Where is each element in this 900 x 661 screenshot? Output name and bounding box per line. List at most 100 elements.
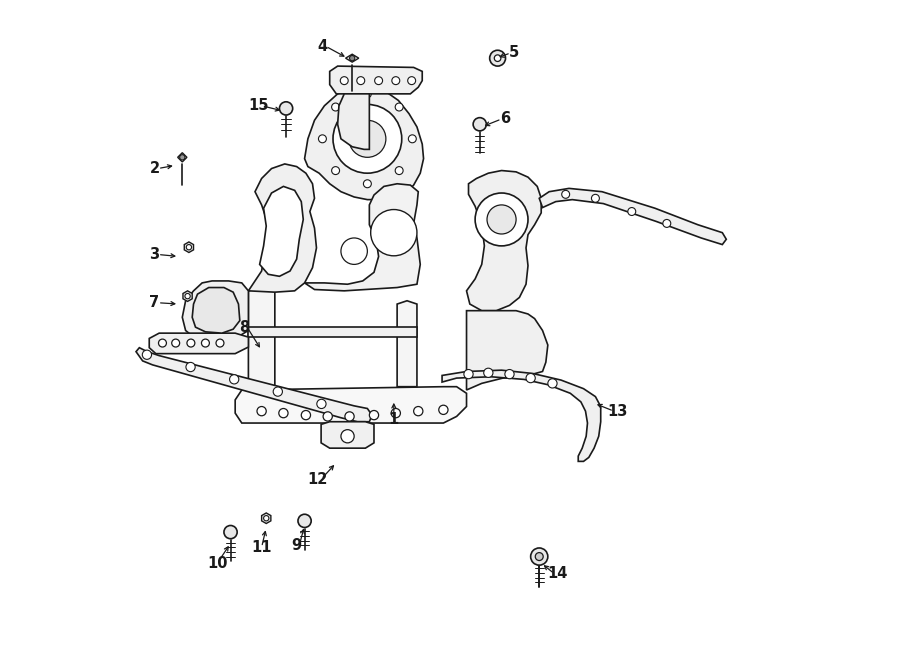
Polygon shape — [304, 184, 420, 291]
Text: 5: 5 — [509, 46, 519, 60]
Circle shape — [202, 339, 210, 347]
Circle shape — [371, 210, 417, 256]
Circle shape — [345, 412, 355, 421]
Circle shape — [414, 407, 423, 416]
Polygon shape — [184, 242, 194, 253]
Polygon shape — [262, 513, 271, 524]
Circle shape — [364, 90, 372, 98]
Circle shape — [392, 408, 400, 418]
Circle shape — [230, 375, 238, 384]
Text: 9: 9 — [291, 538, 301, 553]
Polygon shape — [248, 288, 274, 387]
Circle shape — [340, 77, 348, 85]
Circle shape — [536, 553, 544, 561]
Circle shape — [333, 104, 401, 173]
Circle shape — [526, 373, 536, 383]
Circle shape — [395, 167, 403, 175]
Circle shape — [184, 293, 190, 299]
Circle shape — [464, 369, 473, 379]
Polygon shape — [183, 281, 248, 341]
Polygon shape — [466, 311, 548, 390]
Text: 7: 7 — [149, 295, 159, 310]
Text: 14: 14 — [547, 566, 568, 581]
Circle shape — [395, 103, 403, 111]
Polygon shape — [149, 333, 248, 354]
Polygon shape — [136, 348, 372, 422]
Text: 4: 4 — [318, 39, 328, 54]
Circle shape — [531, 548, 548, 565]
Polygon shape — [539, 188, 726, 245]
Circle shape — [439, 405, 448, 414]
Circle shape — [473, 118, 486, 131]
Circle shape — [216, 339, 224, 347]
Text: 1: 1 — [389, 412, 399, 427]
Text: 13: 13 — [607, 404, 627, 418]
Circle shape — [341, 238, 367, 264]
Circle shape — [356, 77, 365, 85]
Circle shape — [505, 369, 514, 379]
Polygon shape — [442, 370, 600, 461]
Circle shape — [274, 387, 283, 396]
Text: 11: 11 — [251, 540, 272, 555]
Polygon shape — [466, 171, 541, 311]
Circle shape — [187, 339, 195, 347]
Circle shape — [279, 408, 288, 418]
Text: 2: 2 — [149, 161, 159, 176]
Circle shape — [487, 205, 516, 234]
Circle shape — [319, 135, 327, 143]
Circle shape — [392, 77, 400, 85]
Circle shape — [475, 193, 528, 246]
Circle shape — [172, 339, 180, 347]
Polygon shape — [346, 54, 359, 62]
Text: 8: 8 — [238, 320, 249, 334]
Circle shape — [408, 77, 416, 85]
Circle shape — [562, 190, 570, 198]
Circle shape — [662, 219, 670, 227]
Circle shape — [180, 155, 184, 160]
Polygon shape — [321, 422, 374, 448]
Polygon shape — [248, 164, 317, 292]
Circle shape — [374, 77, 382, 85]
Circle shape — [331, 103, 339, 111]
Circle shape — [264, 516, 269, 521]
Circle shape — [409, 135, 417, 143]
Text: 12: 12 — [308, 472, 328, 486]
Polygon shape — [248, 327, 417, 337]
Circle shape — [186, 245, 192, 250]
Polygon shape — [193, 288, 239, 333]
Circle shape — [331, 167, 339, 175]
Circle shape — [323, 412, 332, 421]
Circle shape — [490, 50, 506, 66]
Circle shape — [591, 194, 599, 202]
Circle shape — [280, 102, 292, 115]
Polygon shape — [304, 86, 424, 200]
Circle shape — [483, 368, 493, 377]
Circle shape — [548, 379, 557, 388]
Polygon shape — [183, 291, 193, 301]
Text: 15: 15 — [248, 98, 268, 113]
Circle shape — [186, 362, 195, 371]
Circle shape — [364, 180, 372, 188]
Text: 6: 6 — [500, 112, 510, 126]
Circle shape — [298, 514, 311, 527]
Text: 10: 10 — [207, 556, 228, 570]
Polygon shape — [338, 94, 369, 149]
Circle shape — [158, 339, 166, 347]
Polygon shape — [177, 153, 187, 162]
Circle shape — [224, 525, 238, 539]
Circle shape — [349, 56, 355, 61]
Circle shape — [369, 410, 379, 420]
Polygon shape — [235, 387, 466, 423]
Circle shape — [317, 399, 326, 408]
Text: 3: 3 — [149, 247, 159, 262]
Circle shape — [628, 208, 635, 215]
Circle shape — [302, 410, 310, 420]
Circle shape — [257, 407, 266, 416]
Circle shape — [349, 120, 386, 157]
Circle shape — [494, 55, 501, 61]
Polygon shape — [259, 186, 303, 276]
Polygon shape — [329, 66, 422, 94]
Polygon shape — [397, 301, 417, 387]
Circle shape — [341, 430, 355, 443]
Circle shape — [142, 350, 151, 360]
